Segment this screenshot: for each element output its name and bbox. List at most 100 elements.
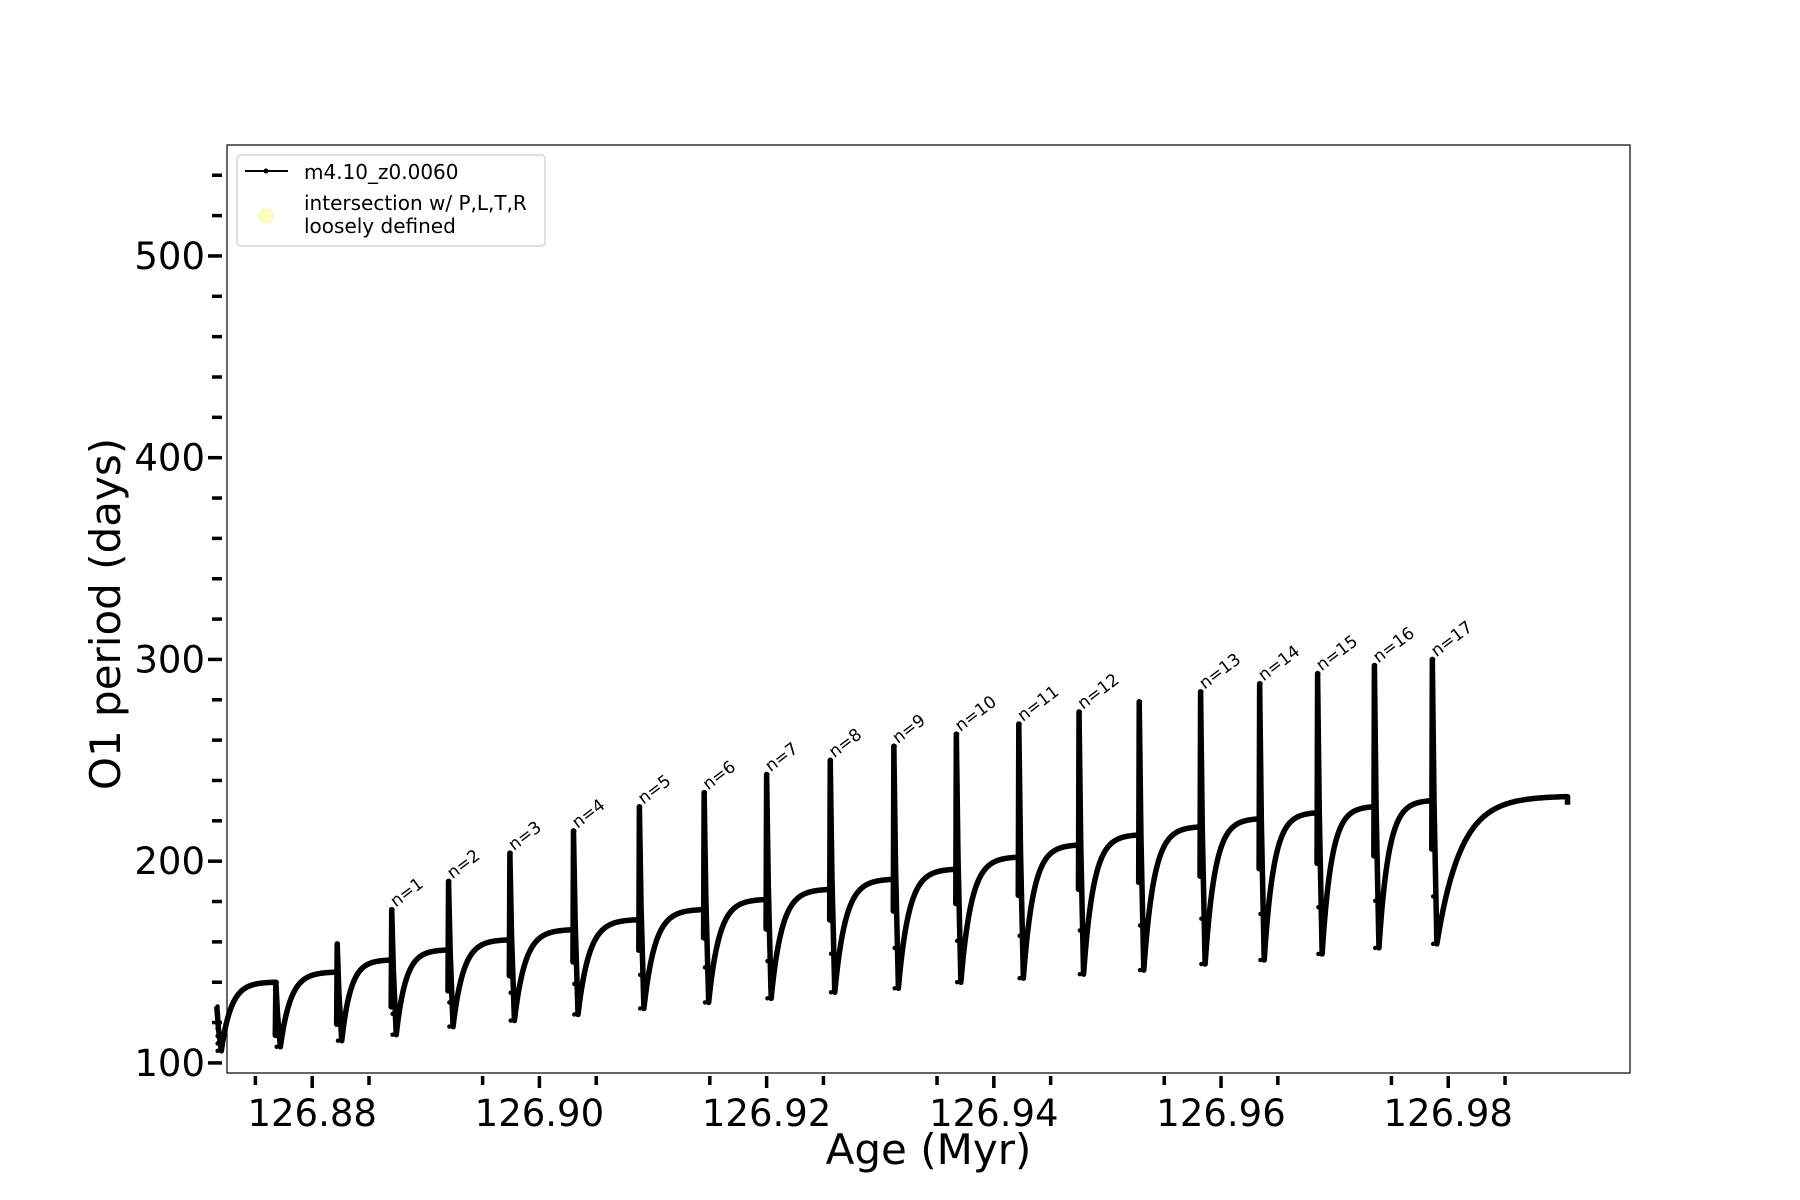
- annotation-label: n=9: [889, 711, 930, 749]
- data-point: [1316, 905, 1321, 910]
- x-tick-label: 126.90: [475, 1092, 604, 1135]
- data-point: [274, 1001, 279, 1006]
- data-point: [1017, 721, 1022, 727]
- data-point: [390, 928, 395, 933]
- annotation-label: n=3: [505, 818, 546, 856]
- data-point: [335, 990, 341, 995]
- data-point: [765, 884, 770, 889]
- data-point: [215, 1011, 220, 1017]
- data-point: [508, 878, 513, 884]
- data-point: [1017, 975, 1022, 981]
- x-tick-label: 126.98: [1384, 1092, 1513, 1135]
- data-point: [765, 809, 770, 814]
- data-point: [447, 975, 452, 981]
- data-point: [892, 743, 897, 749]
- data-point: [1430, 704, 1436, 710]
- data-point: [274, 1012, 279, 1017]
- data-point: [572, 920, 577, 925]
- data-point: [1430, 941, 1436, 947]
- data-point: [1017, 764, 1022, 769]
- data-point: [1017, 891, 1022, 896]
- data-point: [390, 990, 395, 996]
- data-point: [1430, 894, 1436, 899]
- legend-circle-marker: [258, 208, 274, 224]
- data-point: [1199, 780, 1204, 785]
- x-axis: 126.88 126.90 126.92 126.94 126.96 126.98: [247, 1076, 1513, 1135]
- data-point: [274, 980, 279, 985]
- data-point: [1258, 727, 1263, 732]
- data-point: [1137, 699, 1143, 704]
- data-point: [274, 1033, 279, 1039]
- data-point: [390, 949, 395, 954]
- annotation-label: n=7: [762, 739, 803, 777]
- data-point: [1258, 911, 1263, 917]
- data-point: [215, 1033, 220, 1039]
- data-point: [1316, 951, 1321, 957]
- data-point: [335, 1006, 341, 1011]
- data-point: [702, 965, 708, 970]
- data-point: [1137, 789, 1143, 794]
- legend-label-line: loosely defined: [304, 214, 456, 238]
- data-point: [954, 731, 960, 737]
- annotation-label: n=5: [634, 771, 675, 809]
- legend-box: [236, 154, 546, 247]
- data-point: [954, 814, 960, 819]
- data-point: [508, 850, 513, 856]
- data-point: [1372, 898, 1378, 904]
- data-point: [1199, 825, 1204, 831]
- data-point: [954, 938, 960, 944]
- data-point: [702, 1000, 708, 1005]
- data-point: [215, 1041, 220, 1046]
- annotation-label: n=14: [1255, 642, 1304, 686]
- data-point: [637, 871, 643, 877]
- data-point: [1137, 744, 1143, 749]
- data-point: [572, 889, 577, 895]
- data-point: [1316, 764, 1321, 770]
- x-tick-label: 126.88: [247, 1092, 376, 1135]
- data-point: [1137, 923, 1143, 928]
- annotation-label: n=2: [443, 846, 484, 884]
- data-point: [1017, 933, 1022, 939]
- data-point: [892, 865, 897, 870]
- data-point: [1137, 967, 1143, 973]
- data-point: [1199, 689, 1204, 694]
- data-point: [1077, 971, 1083, 977]
- legend-label-line: intersection w/ P,L,T,R: [304, 191, 527, 215]
- data-point: [1077, 797, 1083, 802]
- data-point: [702, 825, 708, 830]
- data-point: [390, 1032, 395, 1037]
- data-point: [828, 835, 834, 840]
- data-point: [1372, 757, 1378, 762]
- data-point: [828, 874, 834, 879]
- data-point: [335, 1022, 341, 1027]
- data-point: [1077, 753, 1083, 758]
- data-point: [1430, 846, 1436, 852]
- data-point: [1372, 945, 1378, 951]
- data-point: [828, 990, 834, 995]
- data-point: [1372, 710, 1378, 715]
- data-point: [637, 972, 643, 978]
- data-point: [1258, 957, 1263, 963]
- annotation-label: n=6: [699, 757, 740, 795]
- legend-dot-marker: [263, 168, 269, 174]
- data-point: [215, 1048, 220, 1054]
- data-point: [1372, 851, 1378, 856]
- data-point: [1372, 663, 1378, 668]
- data-point: [892, 784, 897, 789]
- y-tick-label: 400: [134, 437, 205, 480]
- data-point: [1258, 773, 1263, 778]
- data-point: [215, 1004, 220, 1009]
- data-point: [1258, 819, 1263, 825]
- data-point: [765, 996, 770, 1001]
- data-point: [765, 772, 770, 777]
- data-point: [765, 921, 770, 926]
- data-point: [215, 1026, 220, 1031]
- y-tick-label: 500: [134, 235, 205, 278]
- data-point: [702, 930, 708, 935]
- data-point: [447, 927, 452, 932]
- data-point: [1077, 840, 1083, 846]
- data-point: [637, 905, 643, 910]
- y-tick-label: 100: [134, 1042, 205, 1085]
- data-point: [637, 1006, 643, 1011]
